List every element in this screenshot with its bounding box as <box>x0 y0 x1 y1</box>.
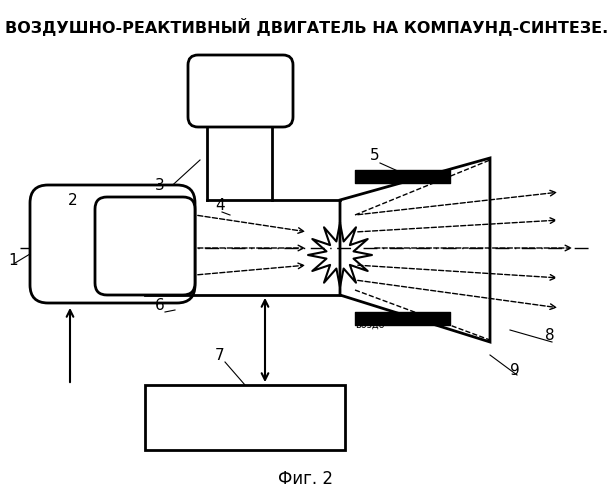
Text: 5: 5 <box>370 148 379 163</box>
Text: ВОЗДУШНО-РЕАКТИВНЫЙ ДВИГАТЕЛЬ НА КОМПАУНД-СИНТЕЗЕ.: ВОЗДУШНО-РЕАКТИВНЫЙ ДВИГАТЕЛЬ НА КОМПАУН… <box>5 18 608 36</box>
Text: 3: 3 <box>155 178 165 193</box>
Text: 2: 2 <box>68 193 78 208</box>
FancyBboxPatch shape <box>30 185 195 303</box>
Text: Фиг. 2: Фиг. 2 <box>277 470 332 488</box>
Text: 9: 9 <box>510 363 520 378</box>
Text: 7: 7 <box>215 348 225 363</box>
Bar <box>145 385 345 450</box>
Text: 8: 8 <box>545 328 555 343</box>
Text: воздо: воздо <box>355 320 384 330</box>
FancyBboxPatch shape <box>95 197 195 295</box>
Text: 6: 6 <box>155 298 165 313</box>
Text: 1: 1 <box>8 253 18 268</box>
FancyBboxPatch shape <box>188 55 293 127</box>
Text: 4: 4 <box>215 198 225 213</box>
